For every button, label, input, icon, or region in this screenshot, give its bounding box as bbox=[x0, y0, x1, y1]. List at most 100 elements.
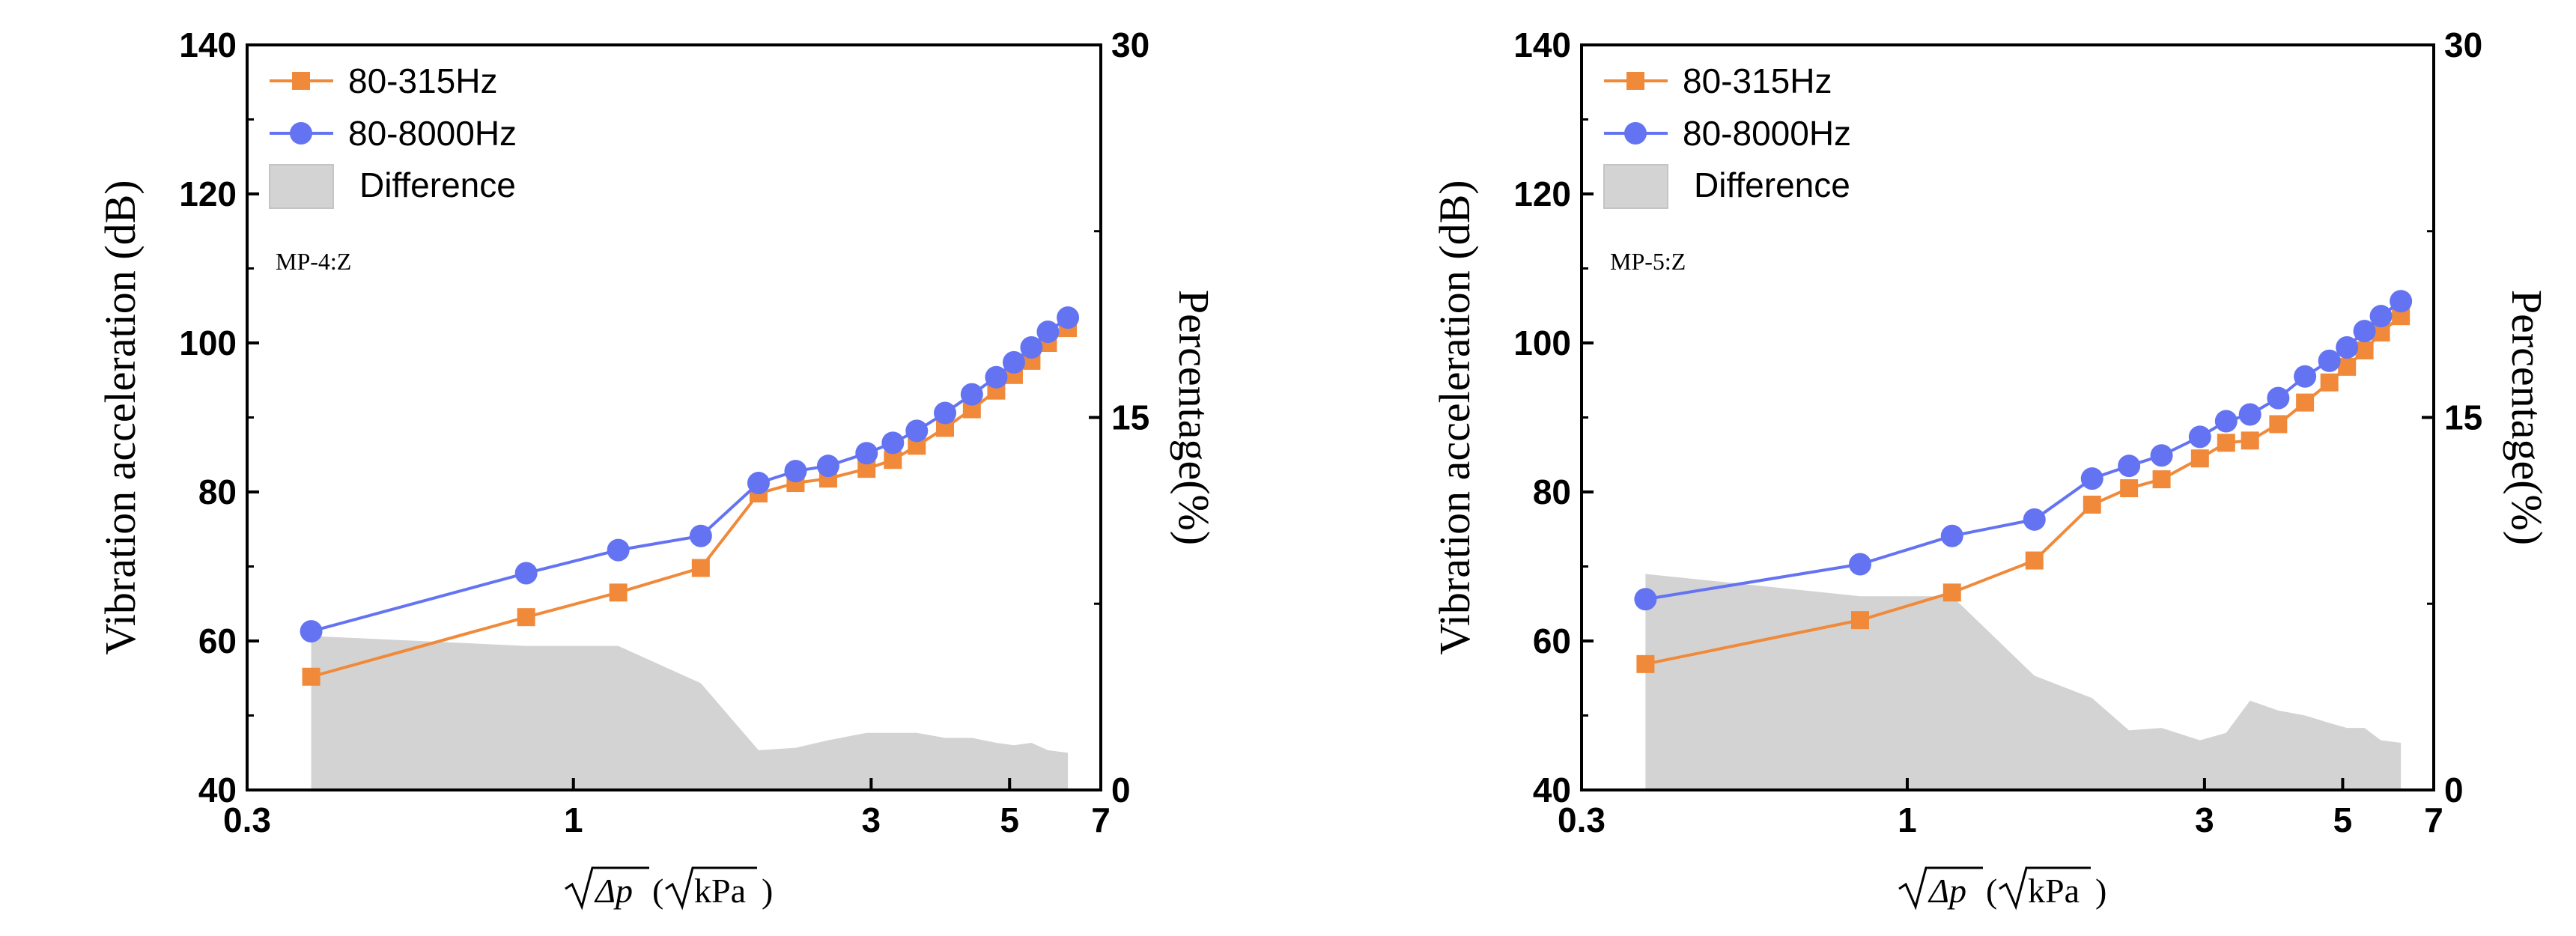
y2-tick-label: 0 bbox=[1111, 771, 1131, 809]
legend: 80-315Hz 80-8000Hz Difference bbox=[269, 61, 517, 209]
y-axis-title: Vibration acceleration (dB) bbox=[1430, 180, 1479, 654]
x-label-symbol: Δp bbox=[594, 872, 633, 910]
y2-tick-label: 0 bbox=[2444, 771, 2464, 809]
data-point-80-8000hz bbox=[2080, 467, 2103, 490]
data-point-80-8000hz bbox=[2214, 410, 2238, 433]
data-point-80-8000hz bbox=[905, 419, 929, 443]
legend-label: 80-8000Hz bbox=[1683, 114, 1851, 153]
data-point-80-315hz bbox=[302, 667, 321, 686]
legend-label: Difference bbox=[1694, 165, 1850, 204]
y-axis-title: Vibration acceleration (dB) bbox=[96, 180, 145, 654]
x-tick-label: 0.3 bbox=[1558, 800, 1606, 839]
legend: 80-315Hz 80-8000Hz Difference bbox=[1603, 61, 1851, 209]
difference-area bbox=[1645, 574, 2402, 790]
legend-marker-square bbox=[1626, 72, 1644, 90]
radical-sign bbox=[1898, 866, 1983, 911]
y-tick-label: 140 bbox=[179, 25, 237, 64]
data-point-80-8000hz bbox=[816, 455, 839, 478]
radical-sign bbox=[665, 866, 757, 911]
data-point-80-8000hz bbox=[1002, 350, 1025, 374]
difference-area bbox=[311, 636, 1069, 790]
y2-axis-title: Percentage(%) bbox=[2503, 290, 2551, 545]
data-point-80-315hz bbox=[2152, 470, 2171, 489]
data-point-80-8000hz bbox=[689, 524, 712, 547]
x-label-unit: kPa bbox=[694, 872, 746, 910]
y-tick-label: 80 bbox=[198, 472, 237, 511]
x-tick-label: 1 bbox=[564, 800, 583, 839]
x-tick-label: 5 bbox=[2333, 800, 2353, 839]
y-tick-label: 60 bbox=[198, 622, 237, 660]
series-line-80-8000hz bbox=[311, 316, 1069, 633]
data-point-80-8000hz bbox=[607, 538, 630, 562]
data-point-80-8000hz bbox=[1634, 588, 1657, 611]
y-tick-label: 120 bbox=[1513, 174, 1571, 213]
data-point-80-315hz bbox=[2269, 415, 2288, 434]
legend-label: 80-8000Hz bbox=[348, 114, 517, 153]
y2-axis-title: Percentage(%) bbox=[1170, 290, 1218, 545]
data-point-80-8000hz bbox=[1020, 335, 1043, 359]
x-axis-title: Δp (kPa) bbox=[1898, 866, 2106, 911]
data-point-80-8000hz bbox=[2390, 290, 2413, 313]
legend-marker-square bbox=[292, 72, 310, 90]
panel-annotation: MP-4:Z bbox=[276, 248, 351, 275]
x-axis-title: Δp ( kPa) bbox=[565, 866, 773, 911]
data-point-80-315hz bbox=[609, 583, 628, 602]
x-label-unit: kPa bbox=[2028, 872, 2080, 910]
data-point-80-315hz bbox=[2320, 373, 2339, 392]
data-point-80-8000hz bbox=[2336, 335, 2359, 359]
y-tick-label: 80 bbox=[1533, 472, 1571, 511]
chart-panel-1: 40 60 80 100 120 140 0 15 30 0.3 1 3 5 7 Vibration acc… bbox=[96, 25, 1218, 911]
data-point-80-8000hz bbox=[1036, 320, 1060, 344]
legend-label: 80-315Hz bbox=[348, 61, 497, 100]
data-point-80-315hz bbox=[2083, 495, 2101, 514]
legend-marker-circle bbox=[1624, 122, 1647, 145]
data-point-80-315hz bbox=[2241, 431, 2259, 450]
data-point-80-315hz bbox=[1636, 654, 1655, 673]
data-point-80-8000hz bbox=[514, 562, 538, 585]
data-point-80-8000hz bbox=[747, 472, 770, 495]
data-point-80-8000hz bbox=[1940, 524, 1963, 547]
x-label-paren-close: ) bbox=[2095, 872, 2106, 910]
y-tick-label: 120 bbox=[179, 174, 237, 213]
data-point-80-315hz bbox=[2296, 393, 2315, 412]
x-tick-label: 1 bbox=[1898, 800, 1917, 839]
data-point-80-8000hz bbox=[2188, 425, 2211, 449]
data-point-80-8000hz bbox=[300, 620, 323, 643]
data-point-80-8000hz bbox=[2118, 455, 2141, 478]
data-point-80-8000hz bbox=[2353, 320, 2376, 343]
legend-marker-circle bbox=[290, 122, 312, 145]
panel-annotation: MP-5:Z bbox=[1610, 248, 1686, 275]
y-tick-label: 60 bbox=[1533, 622, 1571, 660]
legend-area-swatch bbox=[1603, 164, 1668, 209]
data-point-80-8000hz bbox=[2023, 508, 2046, 531]
data-point-80-8000hz bbox=[2267, 386, 2290, 410]
y-tick-label: 40 bbox=[1533, 771, 1571, 809]
data-point-80-8000hz bbox=[985, 365, 1008, 389]
y-tick-label: 100 bbox=[1513, 323, 1571, 362]
x-label-paren-open: ( bbox=[1986, 872, 1997, 910]
data-point-80-8000hz bbox=[2238, 403, 2261, 426]
legend-label: 80-315Hz bbox=[1683, 61, 1832, 100]
data-point-80-315hz bbox=[1850, 611, 1869, 630]
radical-sign bbox=[565, 866, 649, 911]
legend-label: Difference bbox=[359, 165, 516, 204]
series-line-80-315hz bbox=[311, 326, 1069, 678]
x-tick-label: 3 bbox=[2195, 800, 2214, 839]
data-point-80-315hz bbox=[2355, 341, 2374, 359]
data-point-80-315hz bbox=[2025, 551, 2044, 570]
data-point-80-315hz bbox=[517, 608, 535, 627]
data-point-80-315hz bbox=[2338, 357, 2357, 376]
x-label-paren-close: ) bbox=[762, 872, 773, 910]
y-tick-label: 40 bbox=[198, 771, 237, 809]
x-tick-label: 7 bbox=[2424, 800, 2443, 839]
chart-panel-2: 40 60 80 100 120 140 0 15 30 0.3 1 3 5 7 Vibration acc… bbox=[1430, 25, 2551, 911]
data-point-80-315hz bbox=[2217, 434, 2235, 452]
x-label-paren-open: ( bbox=[652, 872, 663, 910]
y-tick-label: 100 bbox=[179, 323, 237, 362]
data-point-80-8000hz bbox=[784, 460, 807, 483]
x-tick-label: 3 bbox=[862, 800, 881, 839]
y2-tick-label: 15 bbox=[1111, 398, 1149, 437]
data-point-80-8000hz bbox=[2150, 444, 2173, 467]
legend-area-swatch bbox=[269, 164, 334, 209]
